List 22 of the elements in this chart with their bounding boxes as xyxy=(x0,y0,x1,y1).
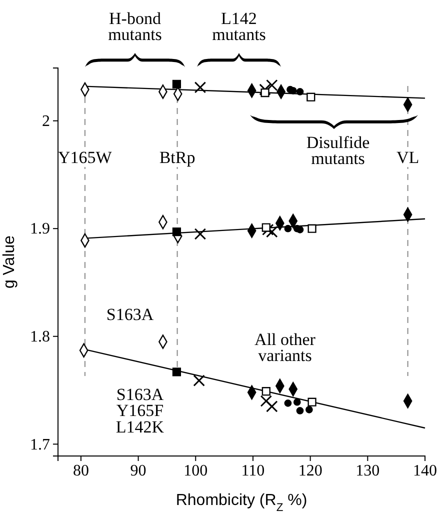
y-tick-label: 2 xyxy=(42,112,50,130)
y-tick-label: 1.9 xyxy=(30,220,50,238)
x-axis-title: Rhombicity (R$_{Z}$ %) xyxy=(176,492,308,512)
annotation: S163A xyxy=(106,305,154,324)
ref-line-label: Y165W xyxy=(58,148,113,167)
ref-line-label: BtRp xyxy=(159,148,196,167)
x-tick-label: 110 xyxy=(241,462,265,480)
annotation: S163A Y165F L142K xyxy=(116,385,165,436)
x-tick-label: 100 xyxy=(184,462,208,480)
text: L142 mutants xyxy=(212,9,266,44)
x-tick-label: 140 xyxy=(413,462,437,480)
y-axis-title: g Value xyxy=(1,235,18,289)
x-tick-label: 90 xyxy=(130,462,146,480)
x-tick-label: 120 xyxy=(298,462,322,480)
ref-line-label: VL xyxy=(396,148,420,167)
x-tick-label: 130 xyxy=(356,462,380,480)
annotation: All other variants xyxy=(254,330,316,366)
x-tick-label: 80 xyxy=(72,462,89,480)
annotation: Disulfide mutants xyxy=(306,133,370,168)
y-tick-label: 1.8 xyxy=(30,328,50,346)
text: H-bond mutants xyxy=(108,9,162,44)
y-tick-label: 1.7 xyxy=(30,436,50,454)
